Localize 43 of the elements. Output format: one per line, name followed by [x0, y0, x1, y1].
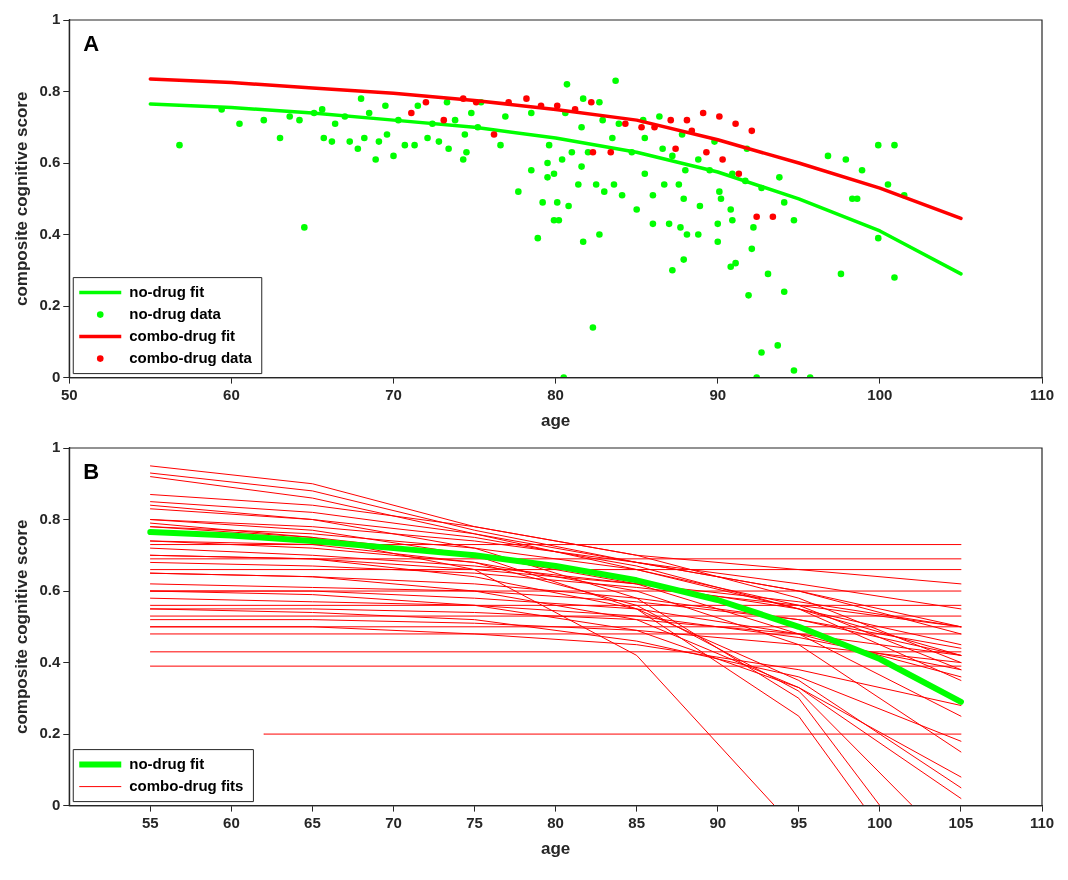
y-tick-label: 0.2: [39, 296, 61, 314]
legend-label: combo-drug data: [129, 348, 253, 366]
legend-label: no-drug fit: [129, 282, 205, 300]
x-tick-label: 70: [385, 385, 402, 403]
y-tick-label: 0: [51, 367, 61, 385]
x-tick-label: 65: [304, 813, 321, 831]
x-tick-label: 80: [547, 385, 564, 403]
x-tick-label: 60: [223, 813, 240, 831]
x-tick-label: 100: [867, 813, 893, 831]
y-tick-label: 1: [51, 10, 61, 28]
x-axis-title: age: [540, 839, 571, 859]
x-axis-title: age: [540, 411, 571, 431]
x-tick-label: 105: [948, 813, 974, 831]
legend-label: no-drug fit: [129, 754, 205, 772]
x-tick-label: 75: [466, 813, 483, 831]
x-tick-label: 100: [867, 385, 893, 403]
y-axis-title: composite cognitive score: [11, 519, 31, 735]
x-tick-label: 95: [790, 813, 808, 831]
x-tick-label: 110: [1029, 813, 1055, 831]
y-tick-label: 0.8: [39, 81, 61, 99]
y-tick-label: 0.8: [39, 509, 61, 527]
x-tick-label: 80: [547, 813, 564, 831]
x-tick-label: 70: [385, 813, 402, 831]
x-tick-label: 110: [1029, 385, 1055, 403]
y-tick-label: 1: [51, 438, 61, 456]
y-tick-label: 0: [51, 795, 61, 813]
x-tick-label: 90: [709, 385, 727, 403]
x-tick-label: 60: [223, 385, 240, 403]
legend-label: combo-drug fits: [129, 776, 244, 794]
annotation: B: [83, 459, 100, 485]
x-tick-label: 90: [709, 813, 727, 831]
x-tick-label: 50: [60, 385, 78, 403]
y-tick-label: 0.2: [39, 724, 61, 742]
x-tick-label: 85: [628, 813, 646, 831]
y-tick-label: 0.4: [39, 224, 61, 242]
x-tick-label: 55: [141, 813, 159, 831]
y-tick-label: 0.6: [39, 153, 61, 171]
y-tick-label: 0.4: [39, 652, 61, 670]
legend-label: no-drug data: [129, 304, 222, 322]
legend-label: combo-drug fit: [129, 326, 236, 344]
y-axis-title: composite cognitive score: [11, 91, 31, 307]
annotation: A: [83, 31, 100, 57]
y-tick-label: 0.6: [39, 581, 61, 599]
